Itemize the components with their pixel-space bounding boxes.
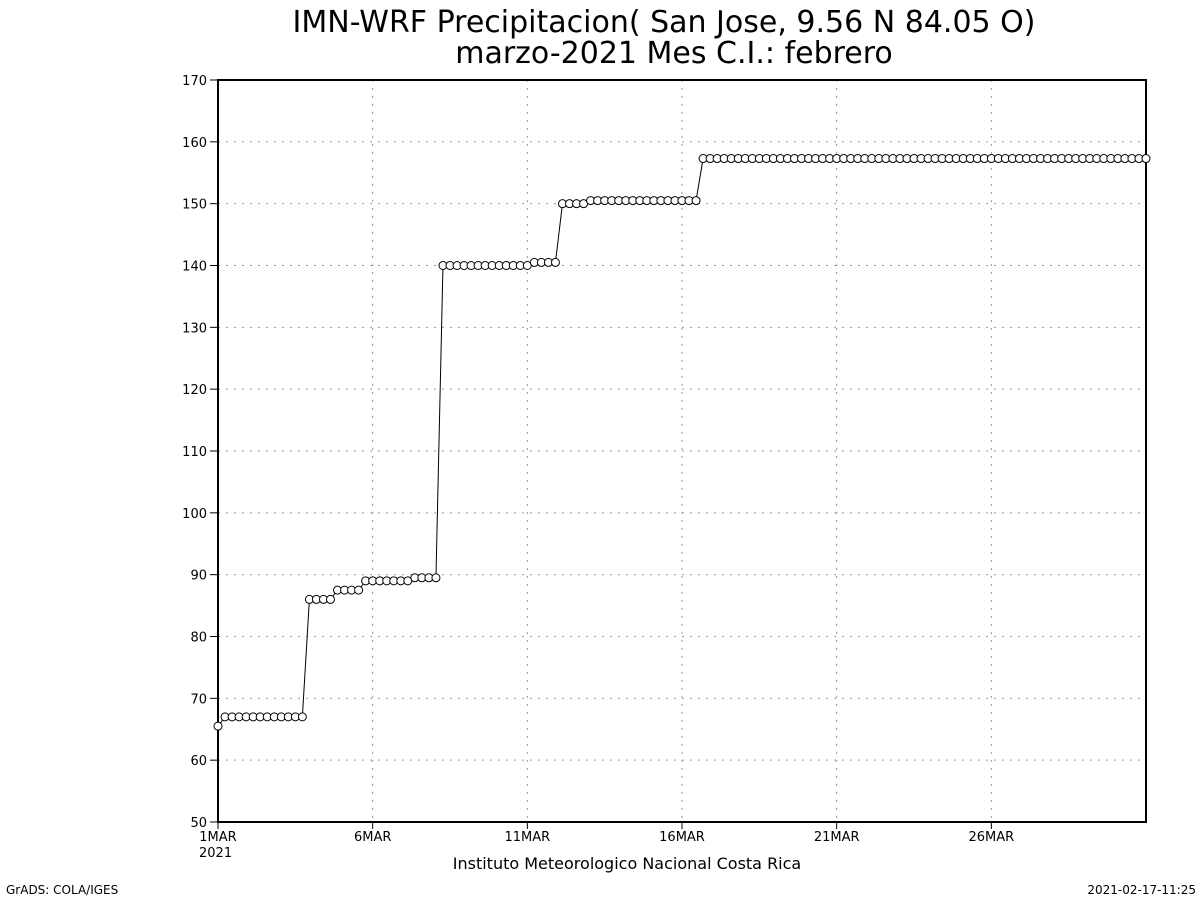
data-point: [431, 573, 441, 583]
y-tick-label: 120: [182, 383, 207, 398]
y-tick-label: 100: [182, 507, 207, 522]
grid-lines: [218, 80, 1146, 822]
footer-left-label: GrADS: COLA/IGES: [6, 883, 118, 897]
y-tick-label: 70: [190, 692, 207, 707]
x-year-label: 2021: [199, 846, 232, 861]
y-axis: 50 60 70 80 90 100 110 120 130 140 150 160 170: [182, 74, 218, 831]
x-tick-label: 1MAR: [199, 830, 236, 845]
x-tick-label: 11MAR: [504, 830, 550, 845]
x-tick-label: 6MAR: [354, 830, 391, 845]
y-tick-label: 130: [182, 321, 207, 336]
data-point: [213, 721, 223, 731]
data-point: [691, 196, 701, 206]
y-tick-label: 60: [190, 754, 207, 769]
y-tick-label: 110: [182, 445, 207, 460]
x-tick-label: 26MAR: [968, 830, 1014, 845]
data-point: [550, 257, 560, 267]
y-tick-label: 50: [190, 816, 207, 831]
data-point: [1141, 154, 1151, 164]
y-tick-label: 80: [190, 631, 207, 646]
data-point: [325, 594, 335, 604]
chart-title-line-1: IMN-WRF Precipitacion( San Jose, 9.56 N …: [293, 5, 1036, 40]
y-tick-label: 170: [182, 74, 207, 89]
institution-label: Instituto Meteorologico Nacional Costa R…: [453, 854, 801, 873]
y-tick-label: 140: [182, 260, 207, 275]
y-tick-label: 90: [190, 569, 207, 584]
data-point: [354, 585, 364, 595]
y-tick-label: 150: [182, 198, 207, 213]
chart-title-line-2: marzo-2021 Mes C.I.: febrero: [455, 36, 893, 71]
x-axis: 1MAR 6MAR 11MAR 16MAR 21MAR 26MAR: [199, 822, 1014, 845]
x-tick-label: 16MAR: [659, 830, 705, 845]
footer-right-label: 2021-02-17-11:25: [1087, 883, 1196, 897]
data-point: [297, 712, 307, 722]
x-tick-label: 21MAR: [814, 830, 860, 845]
y-tick-label: 160: [182, 136, 207, 151]
precipitation-series: [213, 154, 1151, 731]
